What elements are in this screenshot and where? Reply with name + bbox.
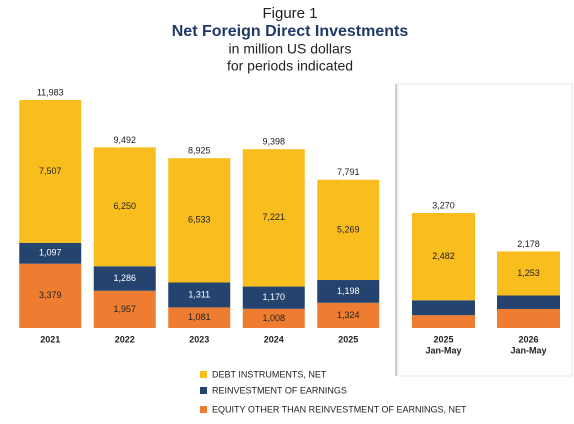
x-tick-label: 2024 <box>264 334 284 344</box>
bar-segment <box>168 307 231 328</box>
segment-label: 1,097 <box>39 248 62 258</box>
bar-segment <box>497 251 560 296</box>
total-label: 2,178 <box>517 239 540 249</box>
segment-label: 2,482 <box>432 251 455 261</box>
segment-label: 3,379 <box>39 290 62 300</box>
bar-segment <box>317 302 380 328</box>
bar-segment <box>412 300 475 316</box>
segment-label: 6,250 <box>113 201 136 211</box>
x-tick-label: 2025 <box>338 334 358 344</box>
segment-label: 1,286 <box>113 273 136 283</box>
x-tick-sublabel: Jan-May <box>510 345 546 355</box>
segment-label: 6,533 <box>188 215 211 225</box>
segment-label: 7,221 <box>262 212 285 222</box>
x-tick-label: 2022 <box>115 334 135 344</box>
bar-segment <box>93 290 156 328</box>
total-label: 7,791 <box>337 167 360 177</box>
bar-segment <box>242 149 305 287</box>
x-tick-label: 2021 <box>40 334 60 344</box>
legend-label: REINVESTMENT OF EARNINGS <box>212 385 347 395</box>
x-tick-label: 2026 <box>518 334 538 344</box>
segment-label: 7,507 <box>39 166 62 176</box>
total-label: 3,270 <box>432 200 455 210</box>
bar-segment <box>242 308 305 328</box>
bar-segment <box>93 266 156 291</box>
bar-segment <box>317 179 380 281</box>
bar-segment <box>93 147 156 267</box>
legend-swatch <box>200 371 207 378</box>
bar-segment <box>19 100 82 243</box>
bar-segment <box>412 213 475 301</box>
x-tick-sublabel: Jan-May <box>425 345 461 355</box>
segment-label: 1,081 <box>188 312 211 322</box>
bar-segment <box>19 263 82 328</box>
legend-label: DEBT INSTRUMENTS, NET <box>212 369 327 379</box>
total-label: 9,492 <box>113 135 136 145</box>
bar-segment <box>242 286 305 309</box>
total-label: 8,925 <box>188 146 211 156</box>
legend-swatch <box>200 406 207 413</box>
subtitle: in million US dollars <box>229 41 352 57</box>
figure-label: Figure 1 <box>262 5 317 22</box>
segment-label: 1,170 <box>262 292 285 302</box>
segment-label: 1,311 <box>188 289 210 299</box>
bar-segment <box>168 282 231 308</box>
chart-title: Net Foreign Direct Investments <box>172 23 409 40</box>
segment-label: 1,324 <box>337 310 360 320</box>
bar-segment <box>19 242 82 264</box>
bar-segment <box>317 280 380 303</box>
segment-label: 1,198 <box>337 286 360 296</box>
x-tick-label: 2025 <box>433 334 453 344</box>
panel-frame <box>397 83 573 377</box>
segment-label: 1,008 <box>262 313 285 323</box>
total-label: 9,398 <box>262 137 285 147</box>
x-tick-label: 2023 <box>189 334 209 344</box>
legend-swatch <box>200 387 207 394</box>
bar-segment <box>412 315 475 328</box>
bar-segment <box>497 308 560 328</box>
segment-label: 1,957 <box>113 304 136 314</box>
total-label: 11,983 <box>37 87 64 97</box>
subtitle: for periods indicated <box>227 58 353 74</box>
segment-label: 1,253 <box>517 268 540 278</box>
legend-label: EQUITY OTHER THAN REINVESTMENT OF EARNIN… <box>212 404 467 414</box>
segment-label: 5,269 <box>337 224 360 234</box>
bar-segment <box>497 295 560 309</box>
bar-segment <box>168 158 231 283</box>
